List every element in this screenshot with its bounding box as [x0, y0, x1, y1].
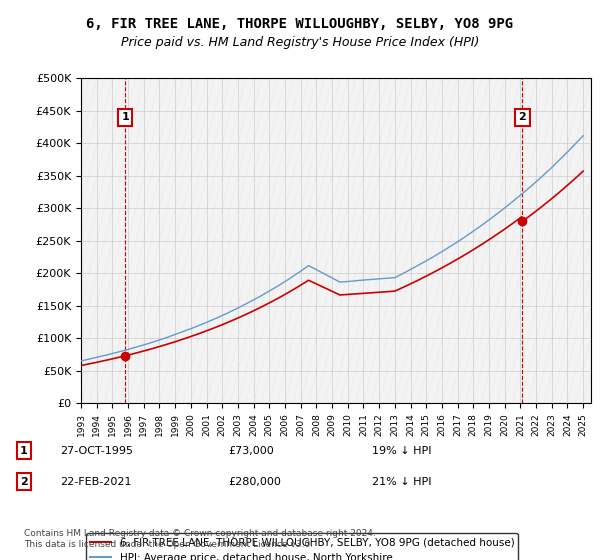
Text: 21% ↓ HPI: 21% ↓ HPI [372, 477, 431, 487]
Text: £73,000: £73,000 [228, 446, 274, 456]
Text: 19% ↓ HPI: 19% ↓ HPI [372, 446, 431, 456]
Text: 2: 2 [20, 477, 28, 487]
Text: 1: 1 [20, 446, 28, 456]
Text: 1: 1 [121, 113, 129, 123]
Text: Price paid vs. HM Land Registry's House Price Index (HPI): Price paid vs. HM Land Registry's House … [121, 36, 479, 49]
Text: 27-OCT-1995: 27-OCT-1995 [60, 446, 133, 456]
Text: £280,000: £280,000 [228, 477, 281, 487]
Text: 6, FIR TREE LANE, THORPE WILLOUGHBY, SELBY, YO8 9PG: 6, FIR TREE LANE, THORPE WILLOUGHBY, SEL… [86, 17, 514, 31]
Legend: 6, FIR TREE LANE, THORPE WILLOUGHBY, SELBY, YO8 9PG (detached house), HPI: Avera: 6, FIR TREE LANE, THORPE WILLOUGHBY, SEL… [86, 533, 518, 560]
Text: 22-FEB-2021: 22-FEB-2021 [60, 477, 131, 487]
Text: Contains HM Land Registry data © Crown copyright and database right 2024.
This d: Contains HM Land Registry data © Crown c… [24, 529, 376, 549]
Text: 2: 2 [518, 113, 526, 123]
